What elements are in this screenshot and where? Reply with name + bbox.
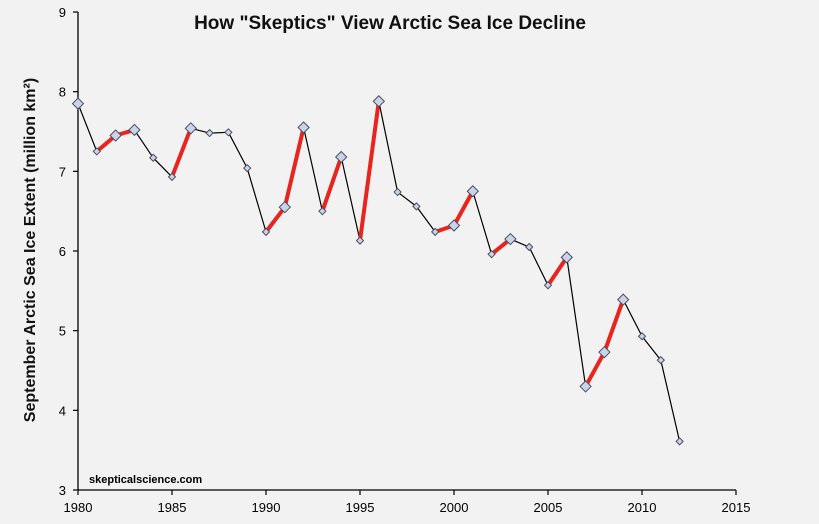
line-segment xyxy=(246,167,267,233)
line-segment xyxy=(303,126,323,212)
x-tick-label: 1980 xyxy=(64,500,93,515)
data-point xyxy=(92,147,102,156)
upswing-segment xyxy=(358,99,381,243)
data-point xyxy=(297,121,310,134)
line-segment xyxy=(340,156,361,242)
data-point xyxy=(543,281,553,290)
series-lines xyxy=(77,99,681,443)
data-point xyxy=(372,95,386,108)
x-tick-label: 1995 xyxy=(346,500,375,515)
x-tick-label: 2010 xyxy=(628,500,657,515)
y-tick-label: 3 xyxy=(59,483,66,498)
y-tick-label: 5 xyxy=(59,324,66,339)
data-point xyxy=(524,242,534,252)
data-point xyxy=(71,97,85,110)
data-point xyxy=(278,200,292,214)
y-tick-label: 4 xyxy=(59,403,66,418)
line-segment xyxy=(378,100,399,193)
line-segment xyxy=(622,298,643,337)
data-point xyxy=(430,227,440,237)
axes xyxy=(77,12,736,491)
data-point xyxy=(128,123,141,137)
ticks: 3 4 5 6 7 8 9 1980 1985 1990 1995 2000 2005 2010 2015 xyxy=(59,5,751,515)
line-segment xyxy=(133,129,154,159)
upswing-segment xyxy=(452,189,475,228)
data-point xyxy=(637,332,647,341)
x-tick-label: 1990 xyxy=(252,500,281,515)
x-tick-label: 2005 xyxy=(534,500,563,515)
upswing-segment xyxy=(320,154,344,214)
data-point xyxy=(224,128,233,137)
y-tick-label: 8 xyxy=(59,85,66,100)
data-point xyxy=(412,202,421,211)
data-point xyxy=(242,163,252,173)
data-point xyxy=(318,206,327,216)
upswing-segment xyxy=(546,255,569,288)
y-tick-label: 9 xyxy=(59,5,66,20)
data-point xyxy=(447,219,461,232)
line-segment xyxy=(472,190,493,255)
line-segment xyxy=(227,131,248,169)
data-point xyxy=(675,437,684,446)
data-point xyxy=(466,185,480,198)
data-point xyxy=(504,232,517,246)
line-segment xyxy=(77,103,98,153)
line-segment xyxy=(415,205,436,233)
data-point xyxy=(656,355,666,365)
data-point xyxy=(579,380,592,393)
y-tick-label: 7 xyxy=(59,164,66,179)
data-point xyxy=(148,153,158,162)
y-axis-label: September Arctic Sea Ice Extent (million… xyxy=(22,78,39,422)
line-segment xyxy=(152,157,173,178)
line-segment xyxy=(660,359,681,443)
upswing-segment xyxy=(583,350,607,389)
x-tick-label: 2015 xyxy=(722,500,751,515)
line-segment xyxy=(528,246,549,286)
source-credit: skepticalscience.com xyxy=(89,474,202,486)
y-tick-label: 6 xyxy=(59,244,66,259)
data-point xyxy=(205,128,214,138)
data-point xyxy=(261,227,271,237)
series-markers xyxy=(71,95,684,446)
upswing-segment xyxy=(170,126,193,179)
chart-title: How "Skeptics" View Arctic Sea Ice Decli… xyxy=(194,13,586,34)
line-segment xyxy=(566,256,587,388)
data-point xyxy=(109,129,122,142)
upswing-segment xyxy=(282,125,306,210)
data-point xyxy=(487,249,496,259)
upswing-segment xyxy=(602,297,626,355)
data-point xyxy=(393,187,402,197)
data-point xyxy=(616,293,630,306)
upswing-segment xyxy=(264,205,287,234)
line-segment xyxy=(397,191,417,207)
x-tick-label: 1985 xyxy=(158,500,187,515)
data-point xyxy=(355,236,365,245)
data-point xyxy=(560,251,574,264)
data-point xyxy=(167,172,177,182)
x-tick-label: 2000 xyxy=(440,500,469,515)
data-point xyxy=(184,122,198,135)
data-point xyxy=(334,150,348,164)
data-point xyxy=(598,345,611,359)
line-segment xyxy=(641,335,662,361)
